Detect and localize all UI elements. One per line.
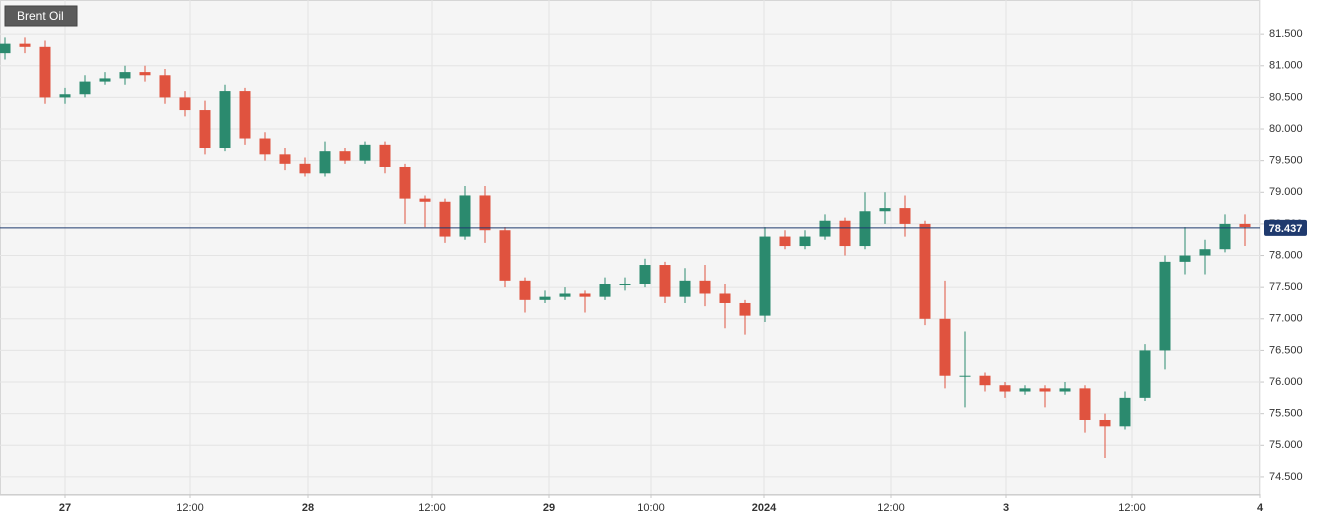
x-tick-label: 12:00 [1118, 502, 1146, 514]
y-tick-label: 79.500 [1269, 155, 1303, 167]
candle-body [0, 43, 11, 54]
candle-body [639, 265, 651, 285]
candle-body [419, 198, 431, 202]
candle-body [39, 46, 51, 98]
candle-body [1139, 350, 1151, 398]
candle-body [1239, 223, 1251, 228]
candle-body [1059, 388, 1071, 392]
x-tick-label: 28 [302, 502, 314, 514]
candle-body [519, 280, 531, 300]
candle-body [679, 280, 691, 297]
last-price-label: 78.437 [1269, 223, 1303, 235]
candle-body [1039, 388, 1051, 392]
y-tick-label: 80.500 [1269, 91, 1303, 103]
candle-body [1179, 255, 1191, 262]
candle-body [539, 296, 551, 300]
y-tick-label: 77.000 [1269, 313, 1303, 325]
candle-body [159, 75, 171, 98]
candle-body [799, 236, 811, 247]
candle-body [1199, 249, 1211, 256]
y-tick-label: 75.000 [1269, 439, 1303, 451]
candle-body [459, 195, 471, 237]
x-tick-label: 3 [1003, 502, 1009, 514]
candle-body [779, 236, 791, 247]
candle-body [1119, 397, 1131, 427]
plot-area [0, 0, 1260, 495]
candle-body [719, 293, 731, 303]
candle-body [219, 91, 231, 149]
candle-body [239, 91, 251, 139]
y-tick-label: 75.500 [1269, 408, 1303, 420]
candle-body [1219, 223, 1231, 250]
candle-body [299, 163, 311, 174]
candle-body [739, 302, 751, 316]
y-tick-label: 76.500 [1269, 344, 1303, 356]
candle-body [599, 284, 611, 297]
x-tick-label: 27 [59, 502, 71, 514]
candle-body [1079, 388, 1091, 420]
candle-body [79, 81, 91, 95]
candle-body [699, 280, 711, 294]
x-tick-label: 10:00 [637, 502, 665, 514]
y-tick-label: 77.500 [1269, 281, 1303, 293]
y-tick-label: 76.000 [1269, 376, 1303, 388]
x-tick-label: 12:00 [877, 502, 905, 514]
x-tick-label: 2024 [752, 502, 777, 514]
candle-body [1019, 388, 1031, 392]
x-tick-label: 12:00 [176, 502, 204, 514]
candle-body [199, 110, 211, 149]
candle-body [259, 138, 271, 155]
candle-body [19, 43, 31, 47]
candle-body [939, 318, 951, 376]
candle-body [179, 97, 191, 111]
chart-title: Brent Oil [17, 9, 64, 23]
candle-body [919, 223, 931, 319]
candle-body [479, 195, 491, 231]
candle-body [499, 230, 511, 281]
candle-body [279, 154, 291, 164]
x-tick-label: 4 [1257, 502, 1264, 514]
candle-body [379, 144, 391, 167]
candle-body [359, 144, 371, 161]
y-tick-label: 78.000 [1269, 249, 1303, 261]
candle-body [319, 151, 331, 174]
candle-body [399, 166, 411, 199]
candle-body [1159, 261, 1171, 351]
title-box [4, 5, 78, 27]
y-tick-label: 79.000 [1269, 186, 1303, 198]
candle-body [99, 78, 111, 82]
y-tick-label: 74.500 [1269, 471, 1303, 483]
candle-body [1099, 419, 1111, 427]
x-tick-label: 12:00 [418, 502, 446, 514]
candle-body [759, 236, 771, 316]
candle-body [999, 385, 1011, 392]
candle-body [59, 94, 71, 98]
candle-body [839, 220, 851, 247]
candle-body [339, 151, 351, 161]
y-tick-label: 81.000 [1269, 60, 1303, 72]
y-tick-label: 81.500 [1269, 28, 1303, 40]
candle-body [659, 265, 671, 297]
candle-body [579, 293, 591, 297]
candle-body [119, 72, 131, 79]
x-tick-label: 29 [543, 502, 555, 514]
candle-body [979, 375, 991, 386]
candle-body [959, 375, 971, 377]
candle-body [879, 208, 891, 212]
candle-body [559, 293, 571, 297]
candle-body [859, 211, 871, 247]
y-tick-label: 80.000 [1269, 123, 1303, 135]
candle-body [139, 72, 151, 76]
last-price-box [1264, 219, 1307, 236]
candle-body [619, 284, 631, 286]
candle-body [819, 220, 831, 237]
candle-body [899, 208, 911, 224]
candle-body [439, 201, 451, 237]
